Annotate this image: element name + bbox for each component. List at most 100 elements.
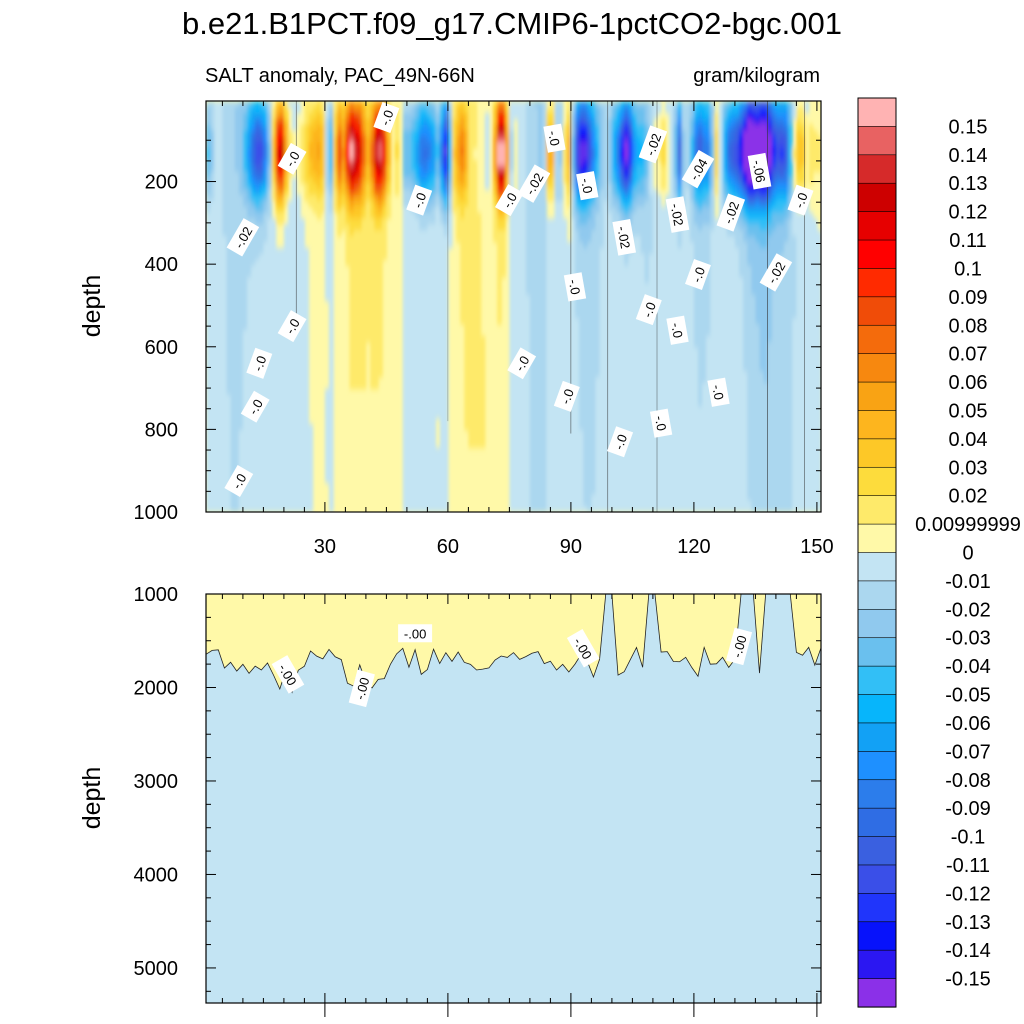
field-cell xyxy=(349,200,355,208)
field-cell xyxy=(333,101,338,108)
field-cell xyxy=(447,165,453,173)
field-cell xyxy=(447,200,453,208)
field-cell xyxy=(652,241,679,249)
field-cell xyxy=(644,277,650,284)
field-cell xyxy=(710,306,744,313)
field-cell xyxy=(808,171,814,178)
field-cell xyxy=(423,153,428,161)
field-cell xyxy=(267,200,273,208)
field-cell xyxy=(443,101,449,108)
field-cell xyxy=(739,271,752,278)
field-cell xyxy=(796,124,806,131)
field-cell xyxy=(353,112,359,120)
field-cell xyxy=(599,118,605,126)
field-cell xyxy=(628,177,633,184)
field-cell xyxy=(771,300,797,308)
field-cell xyxy=(234,153,244,161)
field-cell xyxy=(242,194,248,202)
field-cell xyxy=(427,106,437,114)
field-cell xyxy=(689,130,695,137)
field-cell xyxy=(402,312,449,319)
field-cell xyxy=(247,106,252,114)
field-cell xyxy=(575,253,601,261)
field-cell xyxy=(579,394,597,402)
field-cell xyxy=(509,306,531,313)
upper-panel: SALT anomaly, PAC_49N-66N gram/kilogram … xyxy=(78,65,834,558)
field-cell xyxy=(443,171,449,178)
field-cell xyxy=(206,147,211,155)
field-cell xyxy=(599,324,695,331)
field-cell xyxy=(579,206,588,214)
contour-label: -.0 xyxy=(373,101,400,134)
field-cell xyxy=(595,412,748,419)
field-cell xyxy=(210,147,215,155)
field-cell xyxy=(263,177,269,184)
field-cell xyxy=(206,318,228,325)
field-cell xyxy=(525,136,539,143)
field-cell xyxy=(525,153,539,161)
field-cell xyxy=(341,183,346,190)
field-cell xyxy=(788,189,793,196)
field-cell xyxy=(579,329,601,337)
field-cell xyxy=(484,183,490,190)
colorbar-box xyxy=(857,410,897,440)
field-cell xyxy=(460,165,465,173)
colorbar-box xyxy=(857,921,897,951)
field-cell xyxy=(722,194,728,202)
field-cell xyxy=(595,118,601,126)
field-cell xyxy=(792,470,821,478)
field-cell xyxy=(751,271,777,278)
field-cell xyxy=(739,165,744,173)
field-cell xyxy=(222,171,240,178)
field-cell xyxy=(316,171,322,178)
field-cell xyxy=(279,147,285,155)
field-cell xyxy=(337,206,342,214)
field-cell xyxy=(468,165,478,173)
field-cell xyxy=(808,136,821,143)
field-cell xyxy=(415,165,420,173)
field-cell xyxy=(542,147,547,155)
field-cell xyxy=(775,194,789,202)
field-cell xyxy=(456,153,461,161)
field-cell xyxy=(279,177,285,184)
field-cell xyxy=(230,412,244,419)
field-cell xyxy=(788,130,793,137)
field-cell xyxy=(329,194,334,202)
chart-title: b.e21.B1PCT.f09_g17.CMIP6-1pctCO2-bgc.00… xyxy=(182,6,842,41)
field-cell xyxy=(402,347,449,355)
field-cell xyxy=(497,247,506,255)
field-cell xyxy=(324,212,334,220)
contour-label-text: -.00 xyxy=(729,634,749,660)
field-cell xyxy=(374,130,379,137)
field-cell xyxy=(402,153,412,161)
field-cell xyxy=(452,189,457,196)
field-cell xyxy=(554,171,564,178)
field-cell xyxy=(677,183,683,190)
field-cell xyxy=(247,147,252,155)
field-cell xyxy=(222,112,236,120)
field-cell xyxy=(710,101,715,108)
field-cell xyxy=(673,171,679,178)
field-cell xyxy=(743,300,756,308)
field-cell xyxy=(603,130,609,137)
field-cell xyxy=(726,136,732,143)
field-cell xyxy=(722,165,728,173)
field-cell xyxy=(267,189,273,196)
field-cell xyxy=(677,159,683,167)
field-cell xyxy=(443,112,449,120)
field-cell xyxy=(583,159,588,167)
field-cell xyxy=(808,153,821,161)
field-cell xyxy=(743,200,748,208)
field-cell xyxy=(464,359,486,366)
field-cell xyxy=(460,300,482,308)
field-cell xyxy=(509,124,515,131)
field-cell xyxy=(206,171,211,178)
field-cell xyxy=(402,423,437,431)
y-tick-label: 400 xyxy=(145,254,178,276)
field-cell xyxy=(324,153,330,161)
field-cell xyxy=(747,106,752,114)
field-cell xyxy=(595,459,748,466)
field-cell xyxy=(743,312,756,319)
field-cell xyxy=(337,153,342,161)
field-cell xyxy=(365,212,371,220)
